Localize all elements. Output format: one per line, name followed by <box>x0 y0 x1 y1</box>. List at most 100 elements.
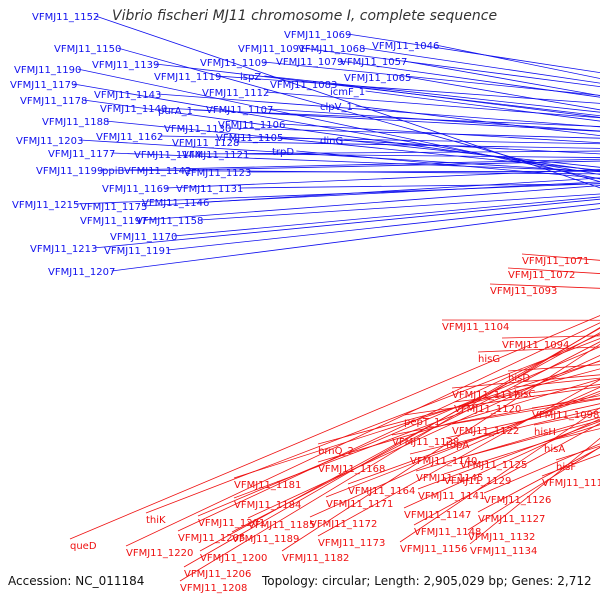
forward-gene-label: VFMJ11_1177 <box>48 149 115 160</box>
reverse-gene-label: VFMJ11_1093 <box>490 286 557 297</box>
forward-gene-label: VFMJ11_1131 <box>176 184 243 195</box>
forward-leader-line <box>227 127 600 139</box>
reverse-gene-label: VFMJ11_1145 <box>416 473 483 484</box>
forward-gene-label: VFMJ11_1197 <box>80 216 147 227</box>
reverse-gene-label: hisF <box>556 462 576 473</box>
forward-gene-label: VFMJ11_1162 <box>96 132 163 143</box>
forward-leader-line <box>126 158 600 171</box>
forward-leader-line <box>93 198 600 249</box>
reverse-gene-label: pepT_1 <box>404 417 440 428</box>
forward-gene-label: VFMJ11_1207 <box>48 267 115 278</box>
forward-leader-line <box>187 160 600 171</box>
forward-gene-label: VFMJ11_1065 <box>344 73 411 84</box>
reverse-gene-label: hisG <box>478 354 500 365</box>
reverse-gene-label: VFMJ11_1129 <box>444 476 511 487</box>
forward-leader-line <box>99 169 600 175</box>
gene-labels: VFMJ11_1152 VFMJ11_1150 VFMJ11_1190 VFMJ11_… <box>10 12 600 594</box>
forward-gene-label: VFMJ11_1149 <box>100 104 167 115</box>
forward-gene-label: ispZ <box>240 72 261 83</box>
forward-leader-line <box>344 139 600 168</box>
reverse-gene-label: VFMJ11_1185 <box>248 520 315 531</box>
forward-gene-label: clpV_1 <box>320 102 353 113</box>
reverse-leader-line <box>399 407 600 543</box>
forward-gene-label: VFMJ11_1057 <box>340 57 407 68</box>
reverse-leader-line <box>247 354 600 519</box>
reverse-gene-label: VFMJ11_1184 <box>234 500 301 511</box>
reverse-leader-line <box>231 341 600 533</box>
reverse-gene-label: hisA <box>544 444 565 455</box>
forward-gene-label: VFMJ11_1158 <box>136 216 203 227</box>
reverse-gene-label: VFMJ11_1072 <box>508 270 575 281</box>
forward-gene-label: VFMJ11_1083 <box>270 80 337 91</box>
reverse-leader-line <box>467 446 600 531</box>
reverse-gene-label: thiK <box>146 515 166 526</box>
reverse-leader-line <box>177 333 600 532</box>
forward-leader-line <box>197 150 600 155</box>
forward-gene-label: VFMJ11_1146 <box>142 198 209 209</box>
forward-gene-label: VFMJ11_1123 <box>184 168 251 179</box>
forward-gene-label: VFMJ11_1107 <box>206 105 273 116</box>
forward-leader-line <box>264 75 600 113</box>
reverse-gene-label: VFMJ11_1208 <box>180 583 247 594</box>
forward-leader-line <box>361 47 600 84</box>
reverse-leader-line <box>325 390 600 498</box>
reverse-leader-line <box>417 420 600 490</box>
reverse-gene-label: VFMJ11_1134 <box>470 546 537 557</box>
forward-gene-label: VFMJ11_1119 <box>154 72 221 83</box>
forward-gene-label: VFMJ11_1109 <box>200 58 267 69</box>
forward-gene-label: VFMJ11_1112 <box>202 88 269 99</box>
reverse-gene-label: VFMJ11_1071 <box>522 256 589 267</box>
reverse-gene-label: VFMJ11_1206 <box>184 569 251 580</box>
reverse-gene-label: VFMJ11_1220 <box>126 548 193 559</box>
forward-gene-label: dinG <box>320 136 343 147</box>
reverse-leader-line <box>403 418 600 509</box>
reverse-leader-line <box>233 360 600 479</box>
forward-leader-line <box>95 15 600 189</box>
forward-gene-label: VFMJ11_1215 <box>12 200 79 211</box>
reverse-gene-label: VFMJ11_1132 <box>468 532 535 543</box>
forward-leader-line <box>355 105 600 137</box>
reverse-gene-label: queD <box>70 541 97 552</box>
forward-gene-label: trpD <box>272 147 294 158</box>
reverse-leader-line <box>409 407 600 455</box>
forward-leader-line <box>111 152 600 172</box>
forward-gene-label: VFMJ11_1175 <box>80 202 147 213</box>
reverse-gene-label: VFMJ11_1173 <box>318 538 385 549</box>
forward-leader-line <box>247 170 600 173</box>
forward-leader-line <box>105 120 600 171</box>
forward-gene-label: VFMJ11_1178 <box>20 96 87 107</box>
reverse-gene-label: VFMJ11_1182 <box>282 553 349 564</box>
forward-gene-label: VFMJ11_1046 <box>372 41 439 52</box>
forward-gene-label: VFMJ11_1105 <box>216 133 283 144</box>
reverse-gene-label: hisD <box>508 373 530 384</box>
reverse-leader-line <box>317 378 600 463</box>
forward-leader-line <box>333 83 600 118</box>
forward-gene-label: VFMJ11_1143 <box>94 90 161 101</box>
reverse-gene-label: VFMJ11_1168 <box>318 464 385 475</box>
forward-leader-line <box>79 139 600 173</box>
forward-gene-label: VFMJ11_1079 <box>276 57 343 68</box>
reverse-leader-line <box>199 332 600 552</box>
reverse-leader-line <box>281 343 600 552</box>
reverse-gene-label: VFMJ11_1126 <box>484 495 551 506</box>
forward-leader-line <box>111 208 600 272</box>
forward-leader-line <box>205 181 600 203</box>
accession-text: Accession: NC_011184 <box>8 574 145 588</box>
map-title: Vibrio fischeri MJ11 chromosome I, compl… <box>112 8 498 24</box>
label-leader-lines <box>69 15 600 582</box>
reverse-leader-line <box>233 360 600 499</box>
forward-leader-line <box>269 108 600 132</box>
forward-gene-label: VFMJ11_1068 <box>298 44 365 55</box>
reverse-gene-label: brnQ_2 <box>318 446 354 457</box>
forward-gene-label: VFMJ11_1139 <box>92 60 159 71</box>
forward-leader-line <box>239 183 600 189</box>
forward-gene-label: VFMJ11_1091 <box>238 44 305 55</box>
forward-leader-line <box>167 203 600 251</box>
reverse-leader-line <box>183 327 600 568</box>
forward-leader-line <box>347 33 600 74</box>
reverse-leader-line <box>501 335 600 339</box>
forward-gene-label: VFMJ11_1170 <box>110 232 177 243</box>
forward-leader-line <box>281 123 600 144</box>
forward-leader-line <box>173 196 600 237</box>
